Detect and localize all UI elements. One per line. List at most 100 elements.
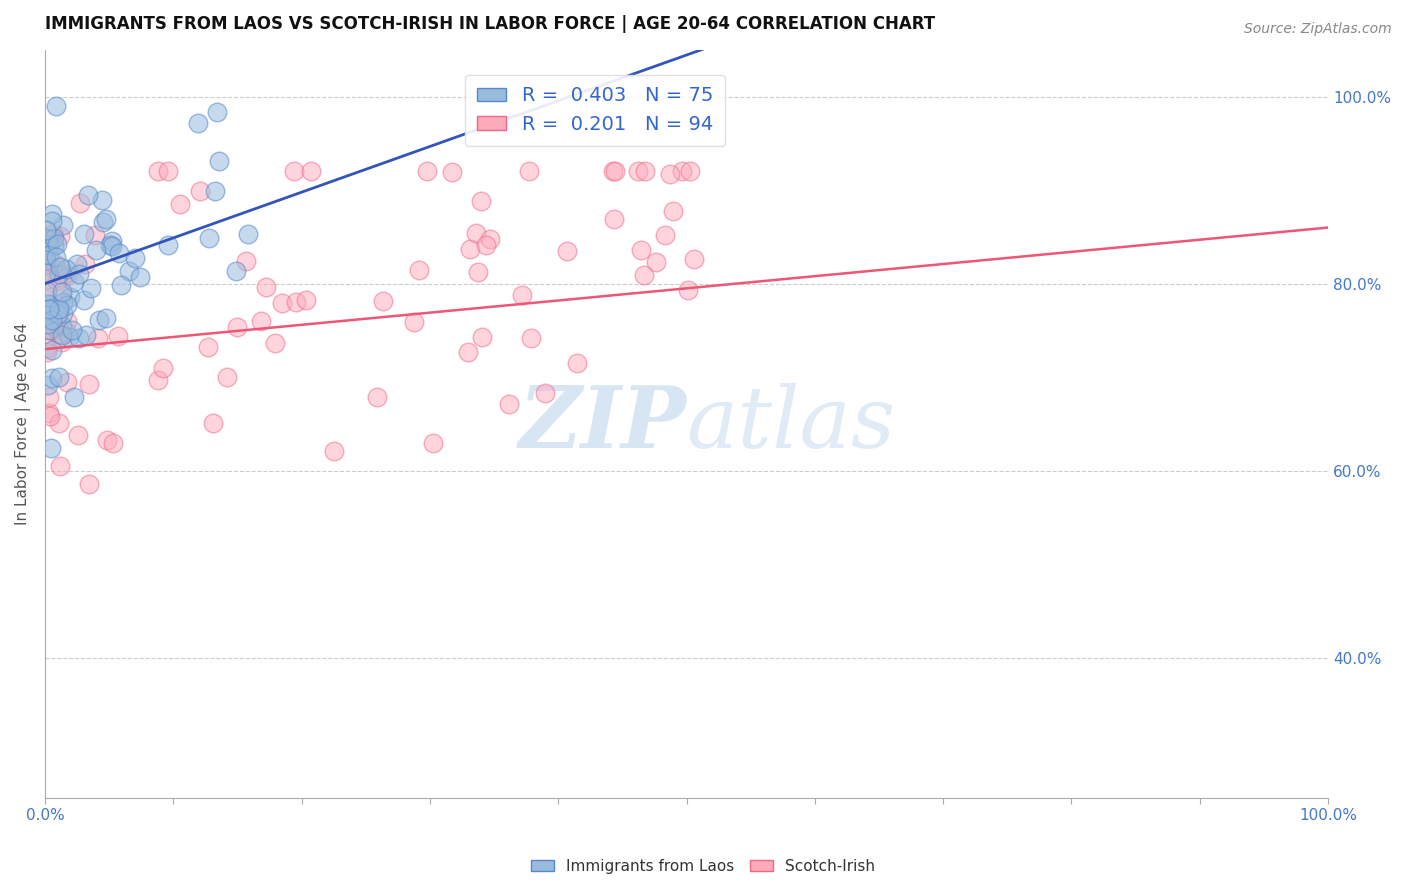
- Point: [41, 343, 63, 357]
- Point: [48, 326, 70, 341]
- Point: [441, 165, 464, 179]
- Point: [626, 164, 648, 178]
- Point: [264, 336, 287, 351]
- Point: [42, 231, 65, 245]
- Point: [49, 260, 72, 274]
- Point: [35, 284, 58, 298]
- Point: [73, 227, 96, 241]
- Point: [683, 252, 706, 266]
- Point: [630, 244, 652, 258]
- Point: [98, 238, 121, 252]
- Point: [188, 184, 211, 198]
- Point: [59, 290, 82, 304]
- Point: [533, 386, 555, 401]
- Point: [67, 268, 90, 282]
- Point: [63, 275, 86, 289]
- Point: [169, 196, 191, 211]
- Point: [37, 272, 59, 286]
- Point: [91, 193, 114, 207]
- Point: [299, 164, 322, 178]
- Point: [204, 185, 226, 199]
- Point: [283, 164, 305, 178]
- Point: [215, 369, 238, 384]
- Point: [96, 433, 118, 447]
- Legend: R =  0.403   N = 75, R =  0.201   N = 94: R = 0.403 N = 75, R = 0.201 N = 94: [465, 75, 724, 145]
- Point: [48, 416, 70, 430]
- Point: [295, 293, 318, 307]
- Point: [323, 444, 346, 458]
- Point: [676, 283, 699, 297]
- Point: [37, 317, 59, 331]
- Point: [37, 231, 59, 245]
- Point: [58, 330, 80, 344]
- Point: [284, 295, 307, 310]
- Point: [654, 227, 676, 242]
- Point: [408, 262, 430, 277]
- Point: [39, 409, 62, 424]
- Point: [236, 227, 259, 241]
- Point: [38, 322, 60, 336]
- Point: [225, 264, 247, 278]
- Point: [66, 428, 89, 442]
- Point: [37, 341, 59, 355]
- Point: [75, 328, 97, 343]
- Point: [60, 323, 83, 337]
- Point: [467, 265, 489, 279]
- Point: [39, 323, 62, 337]
- Point: [124, 251, 146, 265]
- Point: [198, 231, 221, 245]
- Point: [205, 104, 228, 119]
- Point: [51, 318, 73, 333]
- Text: Source: ZipAtlas.com: Source: ZipAtlas.com: [1244, 22, 1392, 37]
- Point: [146, 373, 169, 387]
- Point: [35, 257, 58, 271]
- Point: [69, 196, 91, 211]
- Point: [41, 207, 63, 221]
- Point: [603, 211, 626, 226]
- Point: [510, 288, 533, 302]
- Point: [146, 164, 169, 178]
- Point: [671, 164, 693, 178]
- Point: [157, 164, 180, 178]
- Point: [520, 331, 543, 345]
- Point: [41, 370, 63, 384]
- Point: [103, 436, 125, 450]
- Point: [48, 370, 70, 384]
- Point: [51, 288, 73, 302]
- Point: [464, 226, 486, 240]
- Point: [37, 377, 59, 392]
- Point: [157, 238, 180, 252]
- Legend: Immigrants from Laos, Scotch-Irish: Immigrants from Laos, Scotch-Irish: [524, 853, 882, 880]
- Point: [48, 229, 70, 244]
- Point: [38, 406, 60, 420]
- Point: [35, 252, 58, 267]
- Point: [77, 188, 100, 202]
- Point: [197, 340, 219, 354]
- Point: [75, 257, 97, 271]
- Point: [373, 293, 395, 308]
- Point: [39, 441, 62, 455]
- Point: [55, 262, 77, 277]
- Point: [565, 356, 588, 370]
- Point: [662, 204, 685, 219]
- Point: [35, 258, 58, 272]
- Point: [37, 297, 59, 311]
- Point: [52, 218, 75, 232]
- Point: [44, 257, 66, 271]
- Text: IMMIGRANTS FROM LAOS VS SCOTCH-IRISH IN LABOR FORCE | AGE 20-64 CORRELATION CHAR: IMMIGRANTS FROM LAOS VS SCOTCH-IRISH IN …: [45, 15, 935, 33]
- Point: [67, 331, 90, 345]
- Point: [91, 215, 114, 229]
- Point: [35, 223, 58, 237]
- Text: ZIP: ZIP: [519, 382, 686, 466]
- Point: [517, 164, 540, 178]
- Point: [41, 313, 63, 327]
- Point: [56, 298, 79, 312]
- Point: [366, 390, 388, 404]
- Point: [80, 281, 103, 295]
- Point: [41, 214, 63, 228]
- Point: [56, 376, 79, 390]
- Point: [38, 302, 60, 317]
- Point: [478, 232, 501, 246]
- Point: [679, 164, 702, 178]
- Point: [38, 248, 60, 262]
